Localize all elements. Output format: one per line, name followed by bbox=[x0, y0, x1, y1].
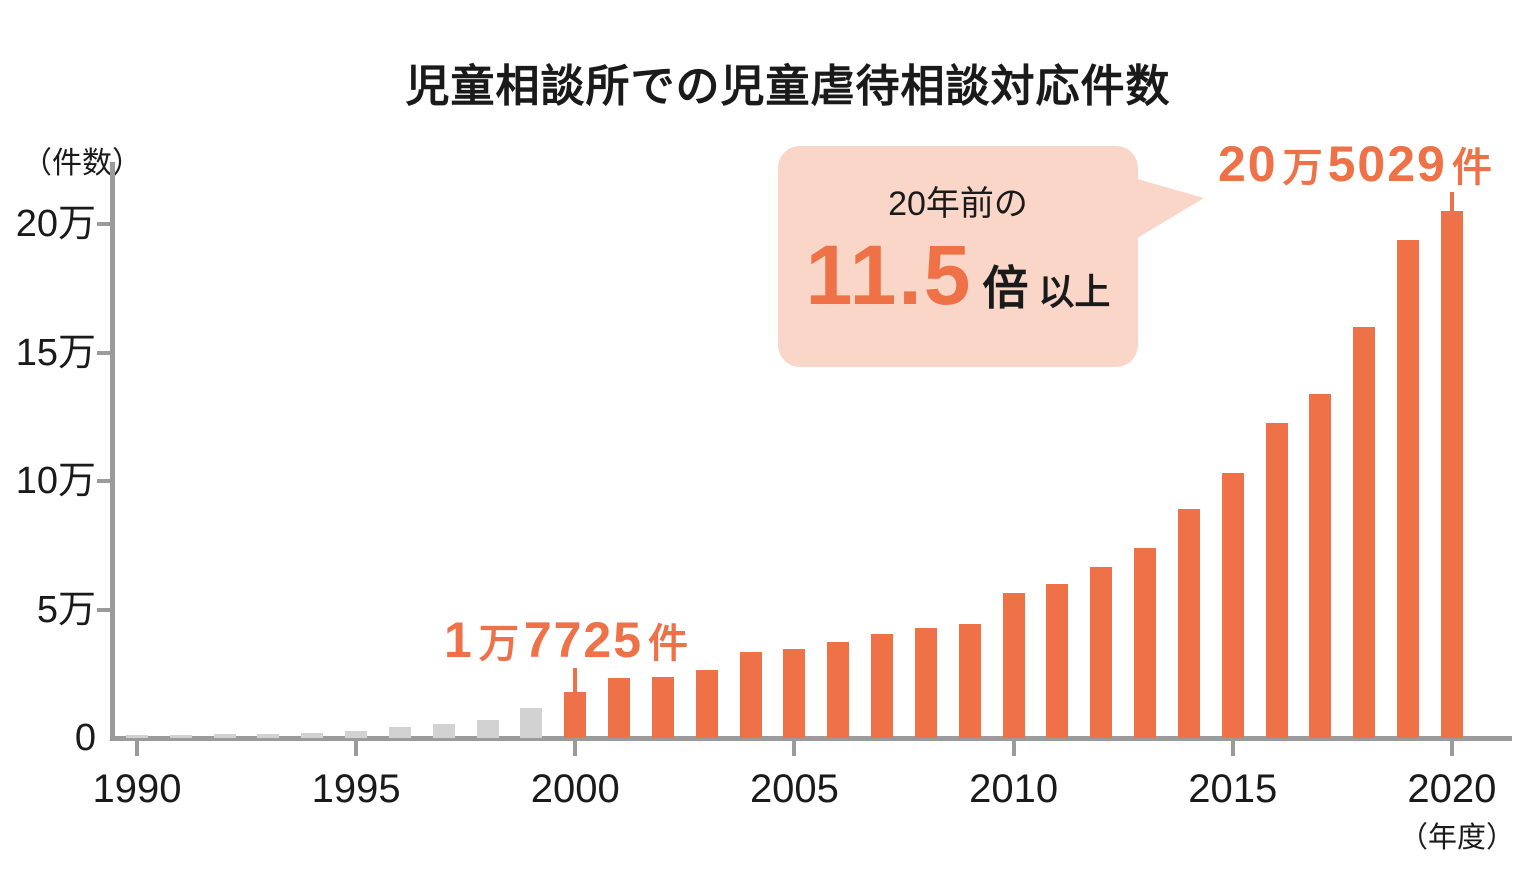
bar-2011 bbox=[1046, 584, 1069, 738]
bar-2007 bbox=[871, 633, 894, 738]
y-tick-50000 bbox=[97, 607, 110, 612]
y-tick-label-200000: 20万 bbox=[15, 203, 96, 245]
bar-2013 bbox=[1134, 548, 1157, 738]
y-axis-unit-label: （件数） bbox=[22, 147, 142, 180]
y-tick-label-100000: 10万 bbox=[15, 460, 96, 502]
bar-1992 bbox=[213, 734, 236, 738]
x-tick-label-2000: 2000 bbox=[530, 767, 620, 811]
y-tick-label-0: 0 bbox=[74, 717, 96, 759]
x-tick-2000 bbox=[573, 741, 578, 756]
bar-1999 bbox=[520, 708, 543, 738]
annotation-2000-unit1: 万 bbox=[478, 622, 519, 666]
callout-bubble: 20年前の 11.5 倍 以上 bbox=[778, 146, 1138, 367]
bar-1994 bbox=[301, 732, 324, 738]
callout-suffix-label: 以上 bbox=[1038, 271, 1111, 312]
annotation-2000-num2: 7725 bbox=[523, 612, 644, 668]
annotation-value-2020: 20 万 5029 件 bbox=[1218, 138, 1497, 203]
callout-multiplier: 11.5 bbox=[805, 228, 973, 322]
x-tick-label-1990: 1990 bbox=[92, 767, 182, 811]
bar-2012 bbox=[1090, 566, 1113, 738]
bar-2008 bbox=[914, 628, 937, 738]
bar-2003 bbox=[695, 669, 718, 738]
bar-2016 bbox=[1265, 422, 1288, 738]
bar-2020 bbox=[1440, 211, 1463, 738]
x-tick-2020 bbox=[1449, 741, 1454, 756]
bar-1996 bbox=[388, 727, 411, 738]
bar-2004 bbox=[739, 652, 762, 738]
y-tick-100000 bbox=[97, 479, 110, 483]
callout-times-label: 倍 bbox=[982, 262, 1029, 314]
bar-2009 bbox=[958, 624, 981, 738]
x-tick-1995 bbox=[354, 741, 359, 756]
callout-line1: 20年前の bbox=[888, 185, 1028, 223]
bar-2001 bbox=[608, 678, 631, 738]
bar-2010 bbox=[1002, 593, 1025, 738]
annotation-2020-num2: 5029 bbox=[1327, 136, 1447, 192]
y-tick-label-150000: 15万 bbox=[15, 331, 96, 374]
annotation-2020-unit1: 万 bbox=[1282, 146, 1323, 190]
bar-2018 bbox=[1353, 327, 1376, 738]
bar-1997 bbox=[432, 724, 455, 738]
bar-1995 bbox=[345, 731, 368, 738]
callout-line2: 11.5 倍 以上 bbox=[806, 227, 1111, 324]
bar-1990 bbox=[126, 735, 148, 738]
x-tick-label-2005: 2005 bbox=[749, 767, 839, 811]
bar-2015 bbox=[1221, 472, 1244, 738]
x-tick-label-2020: 2020 bbox=[1407, 767, 1497, 811]
chart-title: 児童相談所での児童虐待相談対応件数 bbox=[405, 62, 1171, 111]
x-tick-2005 bbox=[792, 741, 797, 756]
bar-1993 bbox=[257, 733, 280, 738]
x-tick-2015 bbox=[1230, 741, 1235, 756]
bar-1998 bbox=[476, 720, 499, 738]
bar-2017 bbox=[1309, 394, 1332, 738]
bar-1991 bbox=[169, 734, 192, 738]
x-tick-1990 bbox=[135, 741, 139, 756]
x-tick-2010 bbox=[1011, 741, 1016, 756]
x-axis-unit-label: （年度） bbox=[1398, 822, 1515, 854]
y-tick-150000 bbox=[97, 350, 110, 355]
callout-bubble-tail bbox=[1134, 178, 1204, 240]
x-tick-label-2015: 2015 bbox=[1188, 767, 1278, 811]
bar-2019 bbox=[1397, 239, 1420, 738]
x-tick-label-2010: 2010 bbox=[969, 767, 1059, 811]
annotation-2020-num1: 20 bbox=[1218, 136, 1278, 192]
bar-2002 bbox=[651, 676, 674, 738]
bar-2014 bbox=[1177, 509, 1200, 738]
bar-2005 bbox=[783, 649, 806, 738]
y-tick-label-50000: 5万 bbox=[36, 588, 96, 631]
annotation-2020-unit2: 件 bbox=[1451, 146, 1492, 190]
leader-line-2020 bbox=[1450, 192, 1454, 212]
annotation-value-2000: 1 万 7725 件 bbox=[444, 614, 693, 679]
bar-2006 bbox=[827, 642, 850, 738]
bar-2000 bbox=[564, 692, 587, 738]
annotation-2000-unit2: 件 bbox=[648, 622, 689, 666]
y-axis-line bbox=[110, 162, 115, 741]
x-tick-label-1995: 1995 bbox=[311, 767, 401, 811]
annotation-2000-num1: 1 bbox=[444, 612, 474, 668]
y-tick-200000 bbox=[97, 222, 110, 226]
x-axis-line bbox=[110, 736, 1512, 741]
leader-line-2000 bbox=[573, 668, 577, 693]
